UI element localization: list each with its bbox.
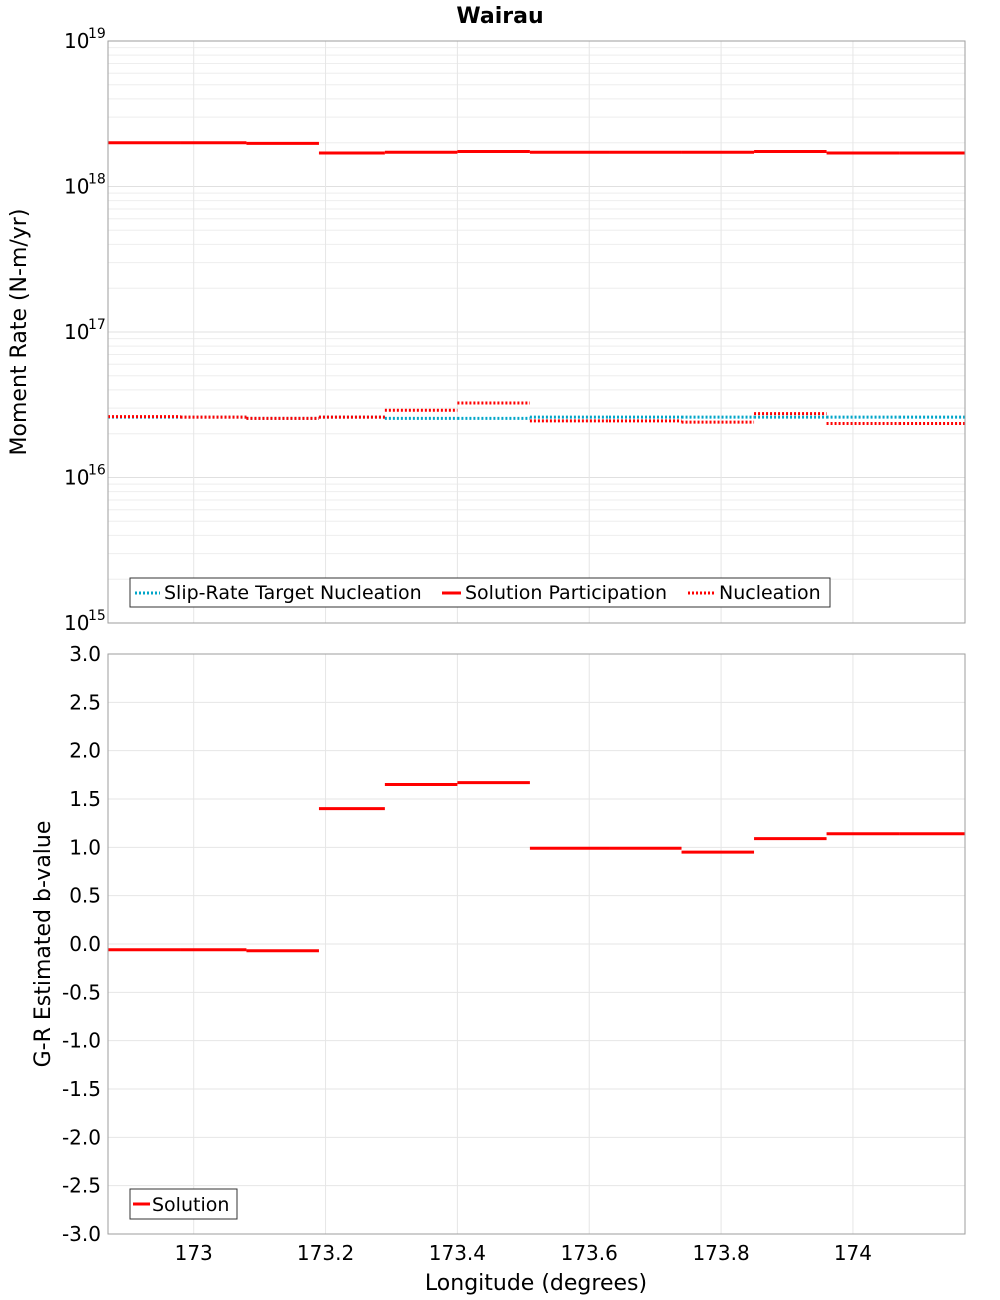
bottom-plot-frame	[107, 653, 966, 1235]
bottom-y-tick-labels: 3.0 2.5 2.0 1.5 1.0 0.5 0.0 -0.5 -1.0 -1.5 -2.0 -2.…	[62, 642, 101, 1246]
x-tick-label: 173.2	[297, 1241, 354, 1265]
top-y-tick-exponent: 19	[88, 26, 106, 42]
bottom-y-tick-label: -1.0	[62, 1029, 101, 1053]
bottom-y-tick-label: -3.0	[62, 1222, 101, 1246]
x-tick-label: 173	[175, 1241, 213, 1265]
legend-label-target-nucleation: Slip-Rate Target Nucleation	[164, 582, 422, 604]
bottom-legend: Solution	[129, 1188, 238, 1220]
chart-title: Wairau	[456, 4, 543, 29]
bottom-y-tick-label: -2.5	[62, 1174, 101, 1198]
x-tick-label: 174	[834, 1241, 872, 1265]
top-y-tick-exponent: 17	[88, 317, 106, 333]
bottom-y-tick-label: 2.5	[69, 690, 101, 714]
x-axis-label: Longitude (degrees)	[425, 1271, 647, 1296]
bottom-y-tick-label: -0.5	[62, 980, 101, 1004]
bottom-panel-grid	[108, 653, 965, 1235]
bottom-y-axis-label: G-R Estimated b-value	[31, 821, 56, 1068]
x-tick-label: 173.8	[692, 1241, 749, 1265]
bottom-y-tick-label: 2.0	[69, 739, 101, 763]
top-y-tick-label: 10	[64, 175, 89, 199]
top-y-tick-label: 10	[64, 320, 89, 344]
top-panel-grid	[108, 41, 965, 624]
legend-label-solution-participation: Solution Participation	[465, 582, 667, 604]
top-plot-frame	[107, 40, 966, 624]
legend-label-nucleation: Nucleation	[719, 582, 821, 604]
bottom-y-tick-label: 1.0	[69, 835, 101, 859]
top-y-tick-label: 10	[64, 611, 89, 635]
bottom-y-tick-label: 0.0	[69, 932, 101, 956]
x-tick-labels: 173 173.2 173.4 173.6 173.8 174	[175, 1241, 872, 1265]
bottom-y-tick-label: 1.5	[69, 787, 101, 811]
bottom-y-tick-label: -2.0	[62, 1125, 101, 1149]
bottom-y-tick-label: -1.5	[62, 1077, 101, 1101]
bottom-panel-series	[108, 781, 965, 953]
top-y-tick-exponent: 15	[88, 608, 106, 624]
top-panel-series	[108, 141, 965, 426]
top-y-tick-label: 10	[64, 466, 89, 490]
bottom-y-tick-label: 0.5	[69, 884, 101, 908]
x-tick-label: 173.4	[429, 1241, 486, 1265]
top-y-axis-label: Moment Rate (N-m/yr)	[7, 209, 32, 456]
top-y-tick-exponent: 18	[88, 172, 106, 188]
top-legend: Slip-Rate Target Nucleation Solution Par…	[129, 577, 831, 608]
legend-label-solution: Solution	[152, 1194, 229, 1216]
bottom-y-tick-label: 3.0	[69, 642, 101, 666]
top-y-tick-label: 10	[64, 29, 89, 53]
x-tick-label: 173.6	[561, 1241, 618, 1265]
top-y-tick-exponent: 16	[88, 463, 106, 479]
